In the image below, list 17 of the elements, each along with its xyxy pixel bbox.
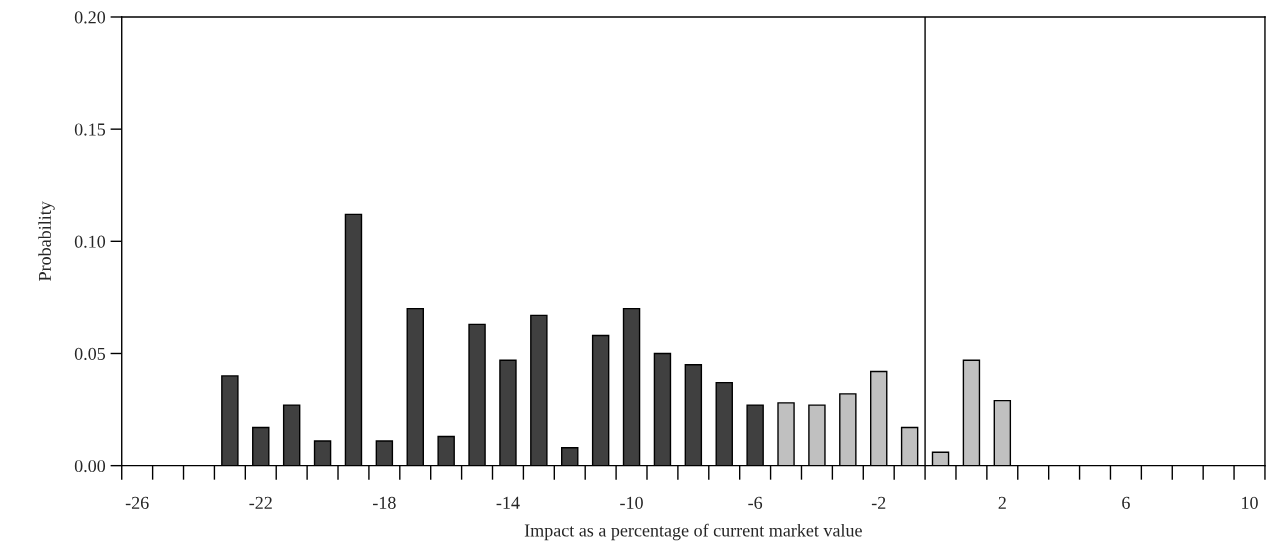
y-tick-label: 0.10 [74,235,106,248]
x-tick-label: 10 [1242,496,1258,509]
x-tick-label: -26 [125,496,149,509]
x-tick-label: -22 [249,496,272,509]
y-tick-label: 0.00 [74,459,106,473]
x-tick-label: -18 [373,496,396,509]
x-tick-label: -10 [620,496,643,509]
x-tick-label: 2 [998,496,1006,509]
y-axis-title: Probability [38,201,55,281]
x-tick-label: -6 [748,496,763,509]
x-tick-label: -14 [496,496,520,509]
x-tick-label: 6 [1122,496,1130,509]
x-tick-label: -2 [871,496,886,509]
y-tick-label: 0.20 [74,11,106,24]
x-axis-title: Impact as a percentage of current market value [524,523,862,541]
y-tick-label: 0.15 [74,123,106,136]
y-tick-label: 0.05 [74,347,106,361]
